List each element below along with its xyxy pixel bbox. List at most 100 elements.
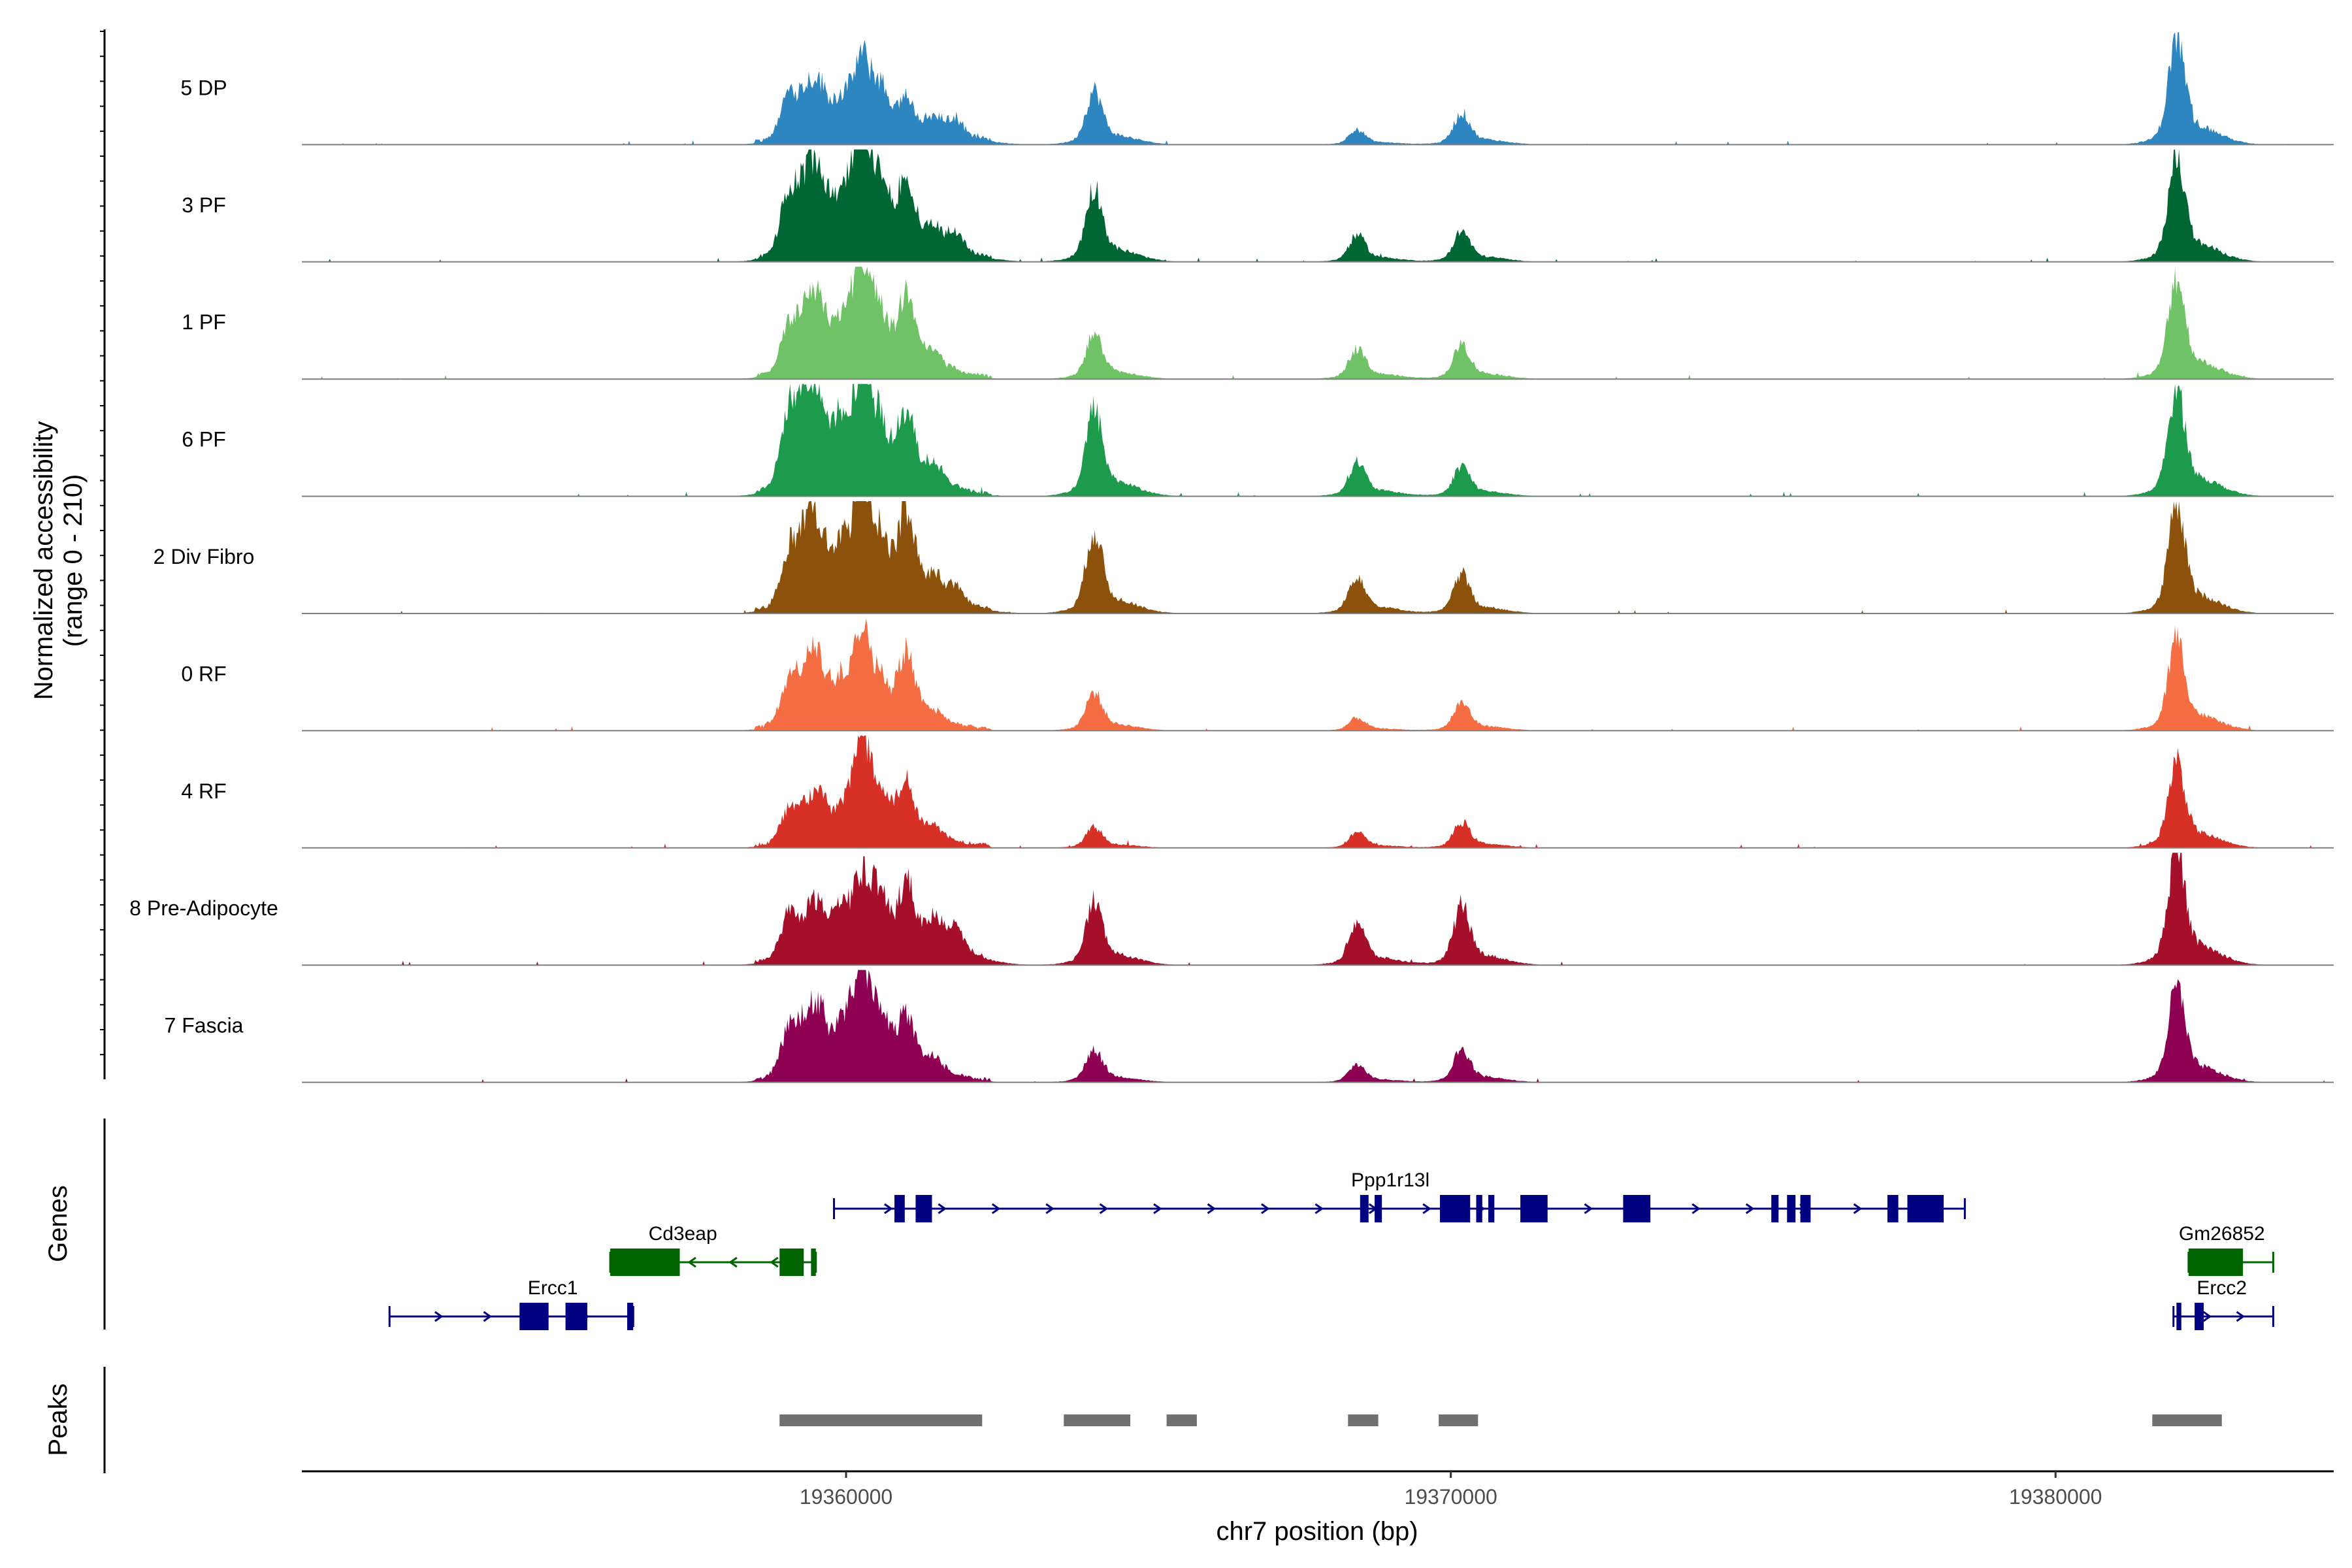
track-label: 3 PF <box>182 193 226 217</box>
strand-arrow <box>1261 1203 1270 1215</box>
exon <box>565 1303 587 1330</box>
strand-arrow <box>1207 1203 1217 1215</box>
track-6: 0 RF <box>181 618 2334 732</box>
track-label: 8 Pre-Adipocyte <box>129 896 278 920</box>
exon <box>779 1249 804 1276</box>
gene-ercc1: Ercc1 <box>388 1277 634 1330</box>
coverage-area <box>302 618 2334 731</box>
track-8: 8 Pre-Adipocyte <box>129 853 2334 966</box>
coverage-area <box>302 384 2334 497</box>
peak-region <box>1166 1414 1197 1426</box>
exon <box>1623 1195 1651 1222</box>
track-label: 4 RF <box>181 779 226 803</box>
track-7: 4 RF <box>181 735 2334 849</box>
exon <box>627 1303 634 1330</box>
coverage-area <box>302 501 2334 613</box>
exon <box>1488 1195 1495 1222</box>
exon <box>811 1249 816 1276</box>
strand-arrow <box>1099 1203 1109 1215</box>
exon <box>1375 1195 1382 1222</box>
track-label: 1 PF <box>182 310 226 334</box>
exon <box>894 1195 905 1222</box>
x-axis-title: chr7 position (bp) <box>1216 1517 1418 1546</box>
strand-arrow <box>884 1203 893 1215</box>
exon <box>1360 1195 1369 1222</box>
exon <box>610 1249 680 1276</box>
gene-ercc2: Ercc2 <box>2172 1277 2274 1330</box>
track-9: 7 Fascia <box>165 970 2334 1083</box>
track-2: 3 PF <box>182 149 2334 263</box>
gene-label: Gm26852 <box>2179 1223 2265 1245</box>
coverage-area <box>302 267 2334 380</box>
peak-region <box>1439 1414 1478 1426</box>
track-label: 2 Div Fibro <box>154 545 255 568</box>
exon <box>1787 1195 1796 1222</box>
strand-arrow <box>2236 1311 2246 1322</box>
x-tick-label: 19380000 <box>2009 1485 2102 1509</box>
peak-region <box>1348 1414 1379 1426</box>
strand-arrow <box>1584 1203 1593 1215</box>
exon <box>2195 1303 2204 1330</box>
x-axis: 19360000 19370000 19380000 <box>302 1470 2334 1509</box>
strand-arrow <box>1045 1203 1054 1215</box>
strand-arrow <box>1691 1203 1701 1215</box>
exon <box>1800 1195 1811 1222</box>
coverage-tracks: 5 DP 3 PF 1 PF 6 PF 2 Div Fibro 0 RF 4 RF 8 Pre… <box>129 32 2334 1083</box>
exon <box>1439 1195 1471 1222</box>
gene-gm26852: Gm26852 <box>2179 1223 2274 1276</box>
gene-label: Cd3eap <box>649 1223 717 1245</box>
coverage-area <box>302 853 2334 966</box>
peaks-panel <box>779 1414 2222 1426</box>
peaks-panel-title: Peaks <box>44 1383 73 1456</box>
track-label: 7 Fascia <box>165 1014 244 1037</box>
y-axis-range-label: (range 0 - 210) <box>59 474 88 647</box>
track-3: 1 PF <box>182 267 2334 380</box>
strand-arrow <box>770 1256 779 1268</box>
track-label: 5 DP <box>180 76 227 99</box>
track-5: 2 Div Fibro <box>154 501 2334 614</box>
strand-arrow <box>728 1256 738 1268</box>
strand-arrow <box>483 1311 493 1322</box>
strand-arrow <box>1315 1203 1324 1215</box>
exon <box>519 1303 549 1330</box>
exon <box>915 1195 932 1222</box>
exon <box>2188 1249 2244 1276</box>
y-axis-ticks <box>100 31 105 1056</box>
exon <box>1771 1195 1779 1222</box>
track-label: 6 PF <box>182 428 226 451</box>
strand-arrow <box>1745 1203 1755 1215</box>
strand-arrow <box>434 1311 444 1322</box>
strand-arrow <box>2202 1311 2212 1322</box>
track-label: 0 RF <box>181 662 226 685</box>
gene-cd3eap: Cd3eap <box>609 1223 817 1276</box>
peak-region <box>2152 1414 2222 1426</box>
gene-label: Ercc2 <box>2197 1277 2247 1299</box>
coverage-area <box>302 970 2334 1083</box>
coverage-area <box>302 149 2334 262</box>
track-1: 5 DP <box>180 32 2334 146</box>
genes-panel-title: Genes <box>44 1185 73 1262</box>
strand-arrow <box>1153 1203 1162 1215</box>
strand-arrow <box>1422 1203 1431 1215</box>
y-axis-title: Normalized accessibility <box>29 421 58 700</box>
coverage-area <box>302 32 2334 145</box>
track-4: 6 PF <box>182 384 2334 497</box>
strand-arrow <box>1853 1203 1863 1215</box>
peak-region <box>1064 1414 1131 1426</box>
x-tick-label: 19360000 <box>800 1485 892 1509</box>
exon <box>2176 1303 2181 1330</box>
strand-arrow <box>991 1203 1001 1215</box>
peak-region <box>779 1414 983 1426</box>
gene-label: Ercc1 <box>528 1277 578 1299</box>
gene-label: Ppp1r13l <box>1351 1169 1429 1191</box>
exon <box>1520 1195 1548 1222</box>
strand-arrow <box>938 1203 947 1215</box>
exon <box>1476 1195 1482 1222</box>
strand-arrow <box>687 1256 696 1268</box>
exon <box>1887 1195 1899 1222</box>
gene-annotation-panel: Ercc1 Cd3eap Ppp1r13l Gm26852 Ercc2 <box>388 1169 2274 1330</box>
gene-ppp1r13l: Ppp1r13l <box>833 1169 1966 1222</box>
x-tick-label: 19370000 <box>1404 1485 1497 1509</box>
exon <box>1907 1195 1944 1222</box>
